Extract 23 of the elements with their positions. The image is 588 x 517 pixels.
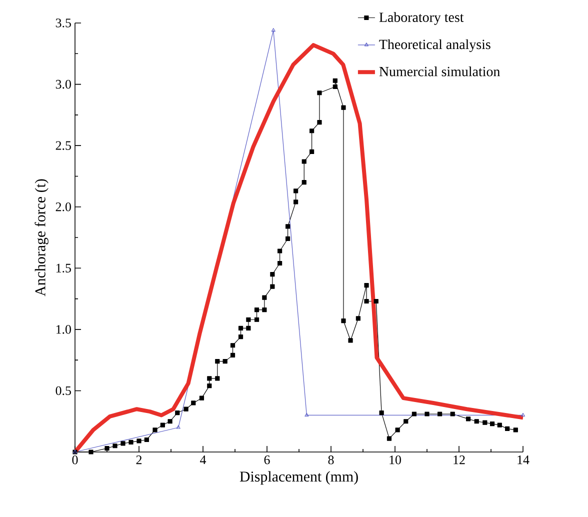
y-tick-label: 1.5 — [56, 264, 71, 273]
point — [271, 28, 276, 32]
legend-label: Laboratory test — [379, 12, 464, 25]
x-tick-label: 12 — [454, 456, 465, 464]
legend-label: Numercial simulation — [379, 66, 500, 76]
y-tick-label: 2.0 — [56, 202, 71, 212]
x-tick-label: 6 — [264, 456, 270, 464]
x-tick-label: 14 — [518, 456, 530, 464]
y-axis-title: Anchorage force (t) — [34, 179, 48, 296]
y-tick-label: 3.5 — [56, 18, 71, 28]
point — [304, 412, 309, 417]
legend-label: Theoretical analysis — [379, 39, 490, 52]
y-tick-label: 2.5 — [56, 141, 71, 150]
x-tick-label: 4 — [200, 456, 206, 464]
x-axis-title: Displacement (mm) — [240, 471, 358, 485]
y-tick-label: 1.0 — [56, 325, 71, 334]
x-tick-label: 2 — [136, 456, 142, 464]
x-tick-label: 0 — [72, 456, 78, 464]
y-tick-label: 3.0 — [56, 80, 71, 89]
y-tick-label: 0.5 — [56, 386, 71, 396]
point — [176, 425, 180, 429]
x-tick-label: 10 — [390, 456, 401, 464]
x-tick-label: 8 — [328, 456, 334, 464]
